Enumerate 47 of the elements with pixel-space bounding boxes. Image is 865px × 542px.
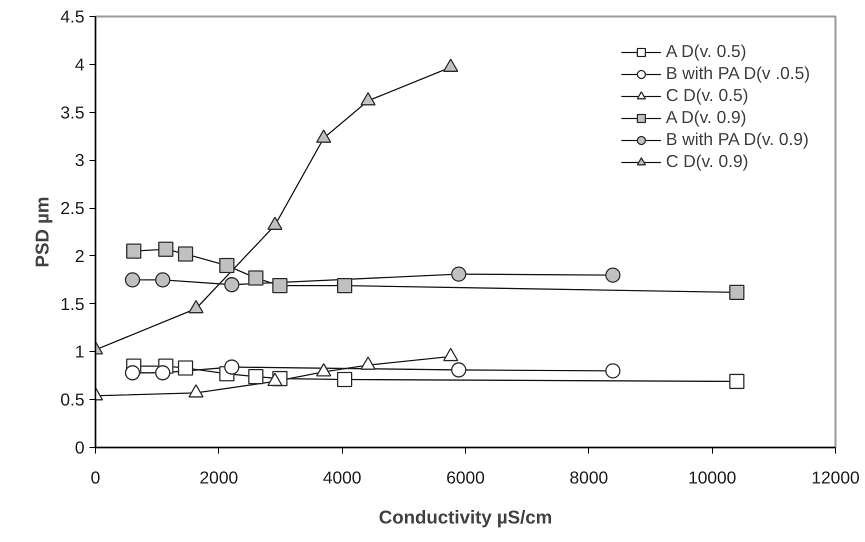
legend-label: B with PA D(v. 0.9) <box>666 129 809 150</box>
point <box>178 360 194 376</box>
y-tick-label: 1 <box>74 342 85 362</box>
point <box>336 278 352 294</box>
point <box>248 368 264 384</box>
point <box>451 362 466 378</box>
y-tick-label: 0.5 <box>60 390 85 410</box>
x-tick-label: 12000 <box>811 468 860 488</box>
y-tick-label: 4 <box>74 54 85 74</box>
point <box>219 258 234 274</box>
point <box>155 272 170 288</box>
x-tick-label: 2000 <box>200 468 238 488</box>
legend-label: C D(v. 0.5) <box>666 85 748 106</box>
legend-label: A D(v. 0.9) <box>666 107 746 128</box>
y-tick-label: 2 <box>74 246 85 266</box>
point <box>605 267 621 283</box>
x-tick-label: 10000 <box>688 468 736 488</box>
point <box>336 372 352 388</box>
y-tick-label: 3.5 <box>60 102 85 122</box>
y-tick-label: 3 <box>74 150 85 170</box>
x-tick-label: 0 <box>90 468 100 488</box>
point <box>158 242 174 257</box>
y-tick-label: 0 <box>74 438 85 458</box>
legend-label: B with PA D(v .0.5) <box>666 63 810 84</box>
y-tick-label: 2.5 <box>60 198 85 218</box>
legend-label: A D(v. 0.5) <box>666 41 746 62</box>
point <box>126 244 142 259</box>
y-tick-label: 1.5 <box>60 294 85 314</box>
y-tick-label: 4.5 <box>60 6 85 26</box>
x-tick-label: 8000 <box>570 468 608 488</box>
point <box>178 246 194 262</box>
y-axis-title: PSD µm <box>31 196 52 268</box>
point <box>124 272 140 288</box>
point <box>224 359 240 375</box>
point <box>605 363 621 379</box>
point <box>451 266 466 282</box>
x-tick-label: 6000 <box>446 468 485 488</box>
point <box>155 365 170 380</box>
legend-label: C D(v. 0.9) <box>666 151 748 172</box>
point <box>272 278 288 294</box>
point <box>224 277 240 292</box>
point <box>248 270 264 286</box>
point <box>124 365 140 380</box>
x-tick-label: 4000 <box>322 468 362 488</box>
point <box>729 374 744 390</box>
point <box>729 284 744 300</box>
x-axis-title: Conductivity µS/cm <box>378 506 552 528</box>
